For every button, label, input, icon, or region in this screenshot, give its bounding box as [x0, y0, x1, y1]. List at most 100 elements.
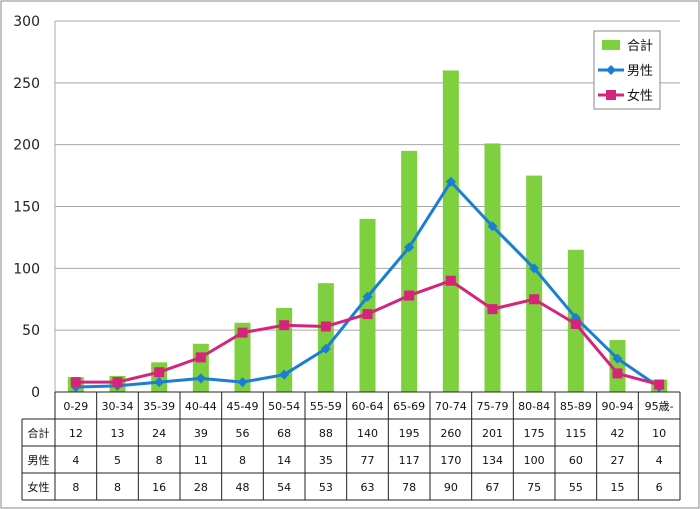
point-女性-80-84 — [529, 294, 540, 305]
point-女性-95歳- — [654, 379, 665, 390]
x-tick-label: 65-69 — [393, 400, 425, 413]
point-女性-65-69 — [404, 290, 415, 301]
data-label: 8 — [239, 454, 246, 467]
data-label: 11 — [194, 454, 208, 467]
bar-75-79 — [484, 143, 501, 392]
data-label: 10 — [652, 427, 666, 440]
data-label: 55 — [569, 481, 583, 494]
table-row-label: 女性 — [28, 480, 50, 494]
x-tick-label: 60-64 — [352, 400, 384, 413]
y-tick-label: 100 — [13, 261, 40, 277]
y-tick-label: 200 — [13, 138, 40, 154]
data-label: 6 — [656, 481, 663, 494]
point-男性-80-84 — [529, 263, 540, 274]
x-tick-label: 50-54 — [268, 400, 300, 413]
data-label: 56 — [236, 427, 250, 440]
point-男性-90-94 — [612, 353, 623, 364]
y-axis-ticks: 0 50 100 150 200 250 300 — [13, 14, 40, 401]
data-label: 8 — [156, 454, 163, 467]
bar-65-69 — [401, 150, 418, 392]
data-label: 134 — [482, 454, 503, 467]
data-label: 68 — [277, 427, 291, 440]
legend-label-女性: 女性 — [627, 88, 653, 104]
data-label: 28 — [194, 481, 208, 494]
bar-40-44 — [192, 343, 209, 392]
bar-80-84 — [526, 175, 543, 392]
x-tick-label: 85-89 — [560, 400, 592, 413]
data-table: 0-29 30-34 35-39 40-44 45-49 50-54 55-59 60-64 6… — [21, 391, 681, 501]
data-label: 195 — [399, 427, 420, 440]
data-label: 24 — [152, 427, 166, 440]
table-row-label: 男性 — [28, 453, 50, 467]
data-label: 14 — [277, 454, 291, 467]
data-label: 77 — [361, 454, 375, 467]
data-label: 8 — [72, 481, 79, 494]
data-label: 13 — [111, 427, 125, 440]
y-tick-label: 150 — [13, 200, 40, 216]
legend-marker-男性 — [606, 65, 616, 75]
x-tick-label: 35-39 — [143, 400, 175, 413]
data-label: 63 — [361, 481, 375, 494]
point-女性-30-34 — [112, 377, 123, 388]
data-label: 90 — [444, 481, 458, 494]
data-label: 75 — [527, 481, 541, 494]
y-tick-label: 250 — [13, 76, 40, 92]
data-label: 117 — [399, 454, 420, 467]
data-label: 260 — [440, 427, 461, 440]
point-女性-85-89 — [570, 318, 581, 329]
point-女性-50-54 — [279, 320, 290, 331]
data-label: 60 — [569, 454, 583, 467]
data-label: 8 — [114, 481, 121, 494]
x-tick-label: 70-74 — [435, 400, 467, 413]
point-男性-70-74 — [445, 176, 456, 187]
point-女性-40-44 — [195, 352, 206, 363]
data-label: 115 — [565, 427, 586, 440]
lines-group — [70, 176, 665, 393]
data-label: 100 — [524, 454, 545, 467]
point-男性-35-39 — [154, 377, 165, 388]
x-tick-label: 90-94 — [602, 400, 634, 413]
legend-marker-女性 — [606, 90, 616, 100]
legend-label-合計: 合計 — [627, 38, 653, 54]
x-tick-label: 95歳- — [645, 400, 674, 413]
point-女性-60-64 — [362, 309, 373, 320]
table-row-label: 合計 — [28, 426, 50, 440]
legend-swatch-合計 — [602, 40, 620, 50]
bar-45-49 — [234, 322, 251, 392]
x-tick-label: 40-44 — [185, 400, 217, 413]
point-男性-75-79 — [487, 221, 498, 232]
x-tick-label: 75-79 — [477, 400, 509, 413]
x-tick-label: 45-49 — [227, 400, 259, 413]
point-男性-55-59 — [320, 343, 331, 354]
data-label: 175 — [524, 427, 545, 440]
x-tick-label: 30-34 — [102, 400, 134, 413]
data-label: 201 — [482, 427, 503, 440]
point-女性-75-79 — [487, 304, 498, 315]
data-label: 54 — [277, 481, 291, 494]
data-label: 48 — [236, 481, 250, 494]
point-女性-0-29 — [70, 377, 81, 388]
point-男性-50-54 — [279, 369, 290, 380]
data-label: 39 — [194, 427, 208, 440]
data-label: 16 — [152, 481, 166, 494]
data-label: 27 — [611, 454, 625, 467]
data-label: 5 — [114, 454, 121, 467]
data-label: 140 — [357, 427, 378, 440]
point-女性-90-94 — [612, 368, 623, 379]
bar-70-74 — [442, 70, 459, 392]
y-tick-label: 50 — [22, 323, 40, 339]
data-label: 35 — [319, 454, 333, 467]
data-label: 15 — [611, 481, 625, 494]
x-tick-label: 0-29 — [63, 400, 88, 413]
x-tick-label: 55-59 — [310, 400, 342, 413]
data-label: 88 — [319, 427, 333, 440]
x-tick-label: 80-84 — [518, 400, 550, 413]
point-女性-45-49 — [237, 327, 248, 338]
data-label: 42 — [611, 427, 625, 440]
bar-55-59 — [317, 283, 334, 392]
data-label: 12 — [69, 427, 83, 440]
data-label: 4 — [72, 454, 79, 467]
data-label: 67 — [486, 481, 500, 494]
